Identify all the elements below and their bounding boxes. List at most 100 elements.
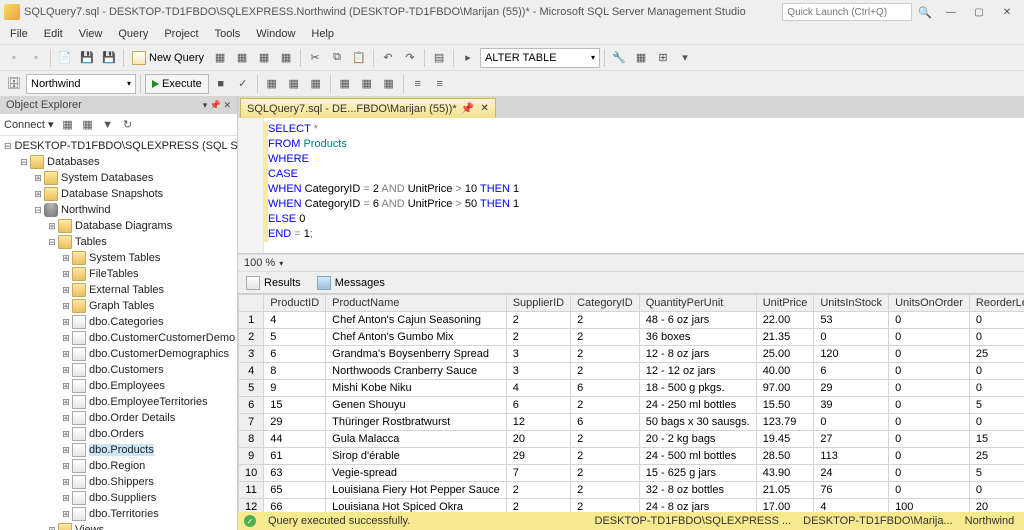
tree-node[interactable]: ⊞dbo.CustomerCustomerDemo (0, 330, 237, 346)
expand-icon[interactable]: ⊞ (60, 381, 72, 392)
qt-btn-5[interactable]: ▦ (357, 74, 377, 94)
oe-btn-3[interactable]: ▼ (98, 115, 118, 135)
script-combo[interactable]: ALTER TABLE ▾ (480, 48, 600, 68)
execute-button[interactable]: Execute (145, 74, 209, 94)
column-header[interactable]: QuantityPerUnit (639, 295, 756, 312)
tree-node[interactable]: ⊞External Tables (0, 282, 237, 298)
qt-btn-2[interactable]: ▦ (284, 74, 304, 94)
table-row[interactable]: 729Thüringer Rostbratwurst12650 bags x 3… (239, 414, 1024, 431)
oe-btn-4[interactable]: ↻ (118, 115, 138, 135)
results-grid-wrap[interactable]: ProductIDProductNameSupplierIDCategoryID… (238, 294, 1024, 512)
pin-icon[interactable]: ▾ 📌 ✕ (203, 100, 231, 111)
expand-icon[interactable]: ⊞ (60, 349, 72, 360)
messages-tab[interactable]: Messages (313, 274, 389, 292)
results-tab[interactable]: Results (242, 274, 305, 292)
tree-node[interactable]: ⊟Tables (0, 234, 237, 250)
tree-node[interactable]: ⊞Views (0, 522, 237, 530)
editor-tab[interactable]: SQLQuery7.sql - DE...FBDO\Marijan (55))*… (240, 98, 496, 118)
qt-btn-3[interactable]: ▦ (306, 74, 326, 94)
expand-icon[interactable]: ⊞ (60, 461, 72, 472)
tree-node[interactable]: ⊞Database Snapshots (0, 186, 237, 202)
expand-icon[interactable]: ⊞ (60, 509, 72, 520)
tool-btn-6[interactable]: ▸ (458, 48, 478, 68)
expand-icon[interactable]: ⊟ (18, 157, 30, 168)
column-header[interactable]: SupplierID (506, 295, 570, 312)
expand-icon[interactable]: ⊞ (60, 365, 72, 376)
tree-node[interactable]: ⊟DESKTOP-TD1FBDO\SQLEXPRESS (SQL Server … (0, 138, 237, 154)
menu-tools[interactable]: Tools (209, 26, 247, 42)
expand-icon[interactable]: ⊞ (60, 317, 72, 328)
cut-button[interactable]: ✂ (305, 48, 325, 68)
menu-file[interactable]: File (4, 26, 34, 42)
undo-button[interactable]: ↶ (378, 48, 398, 68)
tool-btn-9[interactable]: ⊞ (653, 48, 673, 68)
expand-icon[interactable]: ⊞ (32, 173, 44, 184)
table-row[interactable]: 14Chef Anton's Cajun Seasoning2248 - 6 o… (239, 312, 1024, 329)
tree-node[interactable]: ⊞Graph Tables (0, 298, 237, 314)
tree-node[interactable]: ⊟Northwind (0, 202, 237, 218)
chevron-down-icon[interactable]: ▾ (279, 259, 283, 268)
table-row[interactable]: 844Gula Malacca20220 - 2 kg bags19.45270… (239, 431, 1024, 448)
zoom-value[interactable]: 100 % (244, 257, 275, 269)
oe-btn-1[interactable]: ▦ (58, 115, 78, 135)
table-row[interactable]: 36Grandma's Boysenberry Spread3212 - 8 o… (239, 346, 1024, 363)
tool-btn-5[interactable]: ▤ (429, 48, 449, 68)
stop-button[interactable]: ■ (211, 74, 231, 94)
column-header[interactable]: ProductID (264, 295, 326, 312)
table-row[interactable]: 1063Vegie-spread7215 - 625 g jars43.9024… (239, 465, 1024, 482)
expand-icon[interactable]: ⊞ (60, 253, 72, 264)
tool-btn-1[interactable]: ▦ (210, 48, 230, 68)
close-button[interactable]: ✕ (994, 3, 1020, 21)
tab-close-icon[interactable]: ✕ (480, 103, 488, 114)
tree-node[interactable]: ⊞dbo.EmployeeTerritories (0, 394, 237, 410)
table-row[interactable]: 1266Louisiana Hot Spiced Okra2224 - 8 oz… (239, 499, 1024, 513)
expand-icon[interactable]: ⊞ (60, 301, 72, 312)
expand-icon[interactable]: ⊞ (46, 525, 58, 530)
tree-node[interactable]: ⊞dbo.Territories (0, 506, 237, 522)
expand-icon[interactable]: ⊞ (60, 285, 72, 296)
expand-icon[interactable]: ⊞ (60, 445, 72, 456)
tree-node[interactable]: ⊞Database Diagrams (0, 218, 237, 234)
parse-button[interactable]: ✓ (233, 74, 253, 94)
table-row[interactable]: 25Chef Anton's Gumbo Mix2236 boxes21.350… (239, 329, 1024, 346)
column-header[interactable]: ReorderLevel (969, 295, 1024, 312)
column-header[interactable]: CategoryID (571, 295, 640, 312)
copy-button[interactable]: ⧉ (327, 48, 347, 68)
tool-btn-7[interactable]: 🔧 (609, 48, 629, 68)
tree-node[interactable]: ⊞System Tables (0, 250, 237, 266)
tree-node[interactable]: ⊞dbo.Employees (0, 378, 237, 394)
redo-button[interactable]: ↷ (400, 48, 420, 68)
tool-btn-2[interactable]: ▦ (232, 48, 252, 68)
tree-node[interactable]: ⊞FileTables (0, 266, 237, 282)
qt-btn-6[interactable]: ▦ (379, 74, 399, 94)
nav-fwd-button[interactable]: ◦ (26, 48, 46, 68)
save-all-button[interactable]: 💾 (99, 48, 119, 68)
qt-btn-8[interactable]: ≡ (430, 74, 450, 94)
column-header[interactable]: ProductName (326, 295, 507, 312)
database-combo[interactable]: Northwind ▾ (26, 74, 136, 94)
expand-icon[interactable]: ⊞ (46, 221, 58, 232)
tool-btn-10[interactable]: ▾ (675, 48, 695, 68)
table-row[interactable]: 615Genen Shouyu6224 - 250 ml bottles15.5… (239, 397, 1024, 414)
tree-node[interactable]: ⊞dbo.Order Details (0, 410, 237, 426)
oe-btn-2[interactable]: ▦ (78, 115, 98, 135)
search-icon[interactable]: 🔍 (918, 6, 932, 19)
qt-btn-1[interactable]: ▦ (262, 74, 282, 94)
tree-node[interactable]: ⊞System Databases (0, 170, 237, 186)
tree-node[interactable]: ⊞dbo.Suppliers (0, 490, 237, 506)
tool-btn-3[interactable]: ▦ (254, 48, 274, 68)
column-header[interactable] (239, 295, 264, 312)
menu-query[interactable]: Query (112, 26, 154, 42)
column-header[interactable]: UnitsOnOrder (889, 295, 970, 312)
new-query-button[interactable]: New Query (128, 48, 208, 68)
qt-btn-4[interactable]: ▦ (335, 74, 355, 94)
table-row[interactable]: 961Sirop d'érable29224 - 500 ml bottles2… (239, 448, 1024, 465)
tree-node[interactable]: ⊞dbo.Orders (0, 426, 237, 442)
qt-btn-7[interactable]: ≡ (408, 74, 428, 94)
menu-project[interactable]: Project (158, 26, 204, 42)
tree-node[interactable]: ⊞dbo.Categories (0, 314, 237, 330)
tree-node[interactable]: ⊞dbo.Region (0, 458, 237, 474)
tree-node[interactable]: ⊞dbo.Customers (0, 362, 237, 378)
object-explorer-tree[interactable]: ⊟DESKTOP-TD1FBDO\SQLEXPRESS (SQL Server … (0, 136, 237, 530)
expand-icon[interactable]: ⊞ (32, 189, 44, 200)
